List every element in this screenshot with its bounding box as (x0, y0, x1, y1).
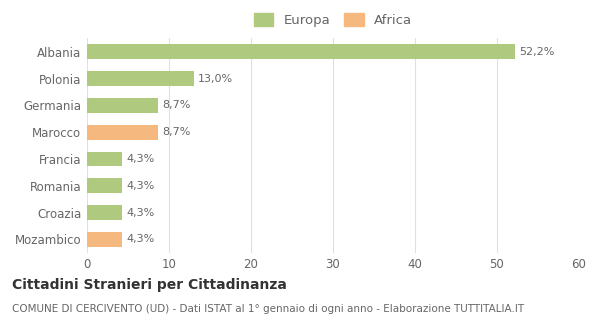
Text: 8,7%: 8,7% (163, 100, 191, 110)
Bar (87, 152, 122, 166)
Bar (87, 179, 122, 193)
Bar (87, 125, 158, 140)
Text: 4,3%: 4,3% (127, 208, 155, 218)
Text: 4,3%: 4,3% (127, 234, 155, 244)
Text: 4,3%: 4,3% (127, 181, 155, 191)
Text: 52,2%: 52,2% (519, 47, 554, 57)
Text: Cittadini Stranieri per Cittadinanza: Cittadini Stranieri per Cittadinanza (12, 278, 287, 292)
Text: 4,3%: 4,3% (127, 154, 155, 164)
Bar (87, 71, 194, 86)
Text: COMUNE DI CERCIVENTO (UD) - Dati ISTAT al 1° gennaio di ogni anno - Elaborazione: COMUNE DI CERCIVENTO (UD) - Dati ISTAT a… (12, 304, 524, 314)
Bar (87, 44, 515, 59)
Legend: Europa, Africa: Europa, Africa (250, 9, 416, 31)
Bar (87, 98, 158, 113)
Bar (87, 232, 122, 247)
Bar (87, 205, 122, 220)
Text: 13,0%: 13,0% (198, 74, 233, 84)
Text: 8,7%: 8,7% (163, 127, 191, 137)
